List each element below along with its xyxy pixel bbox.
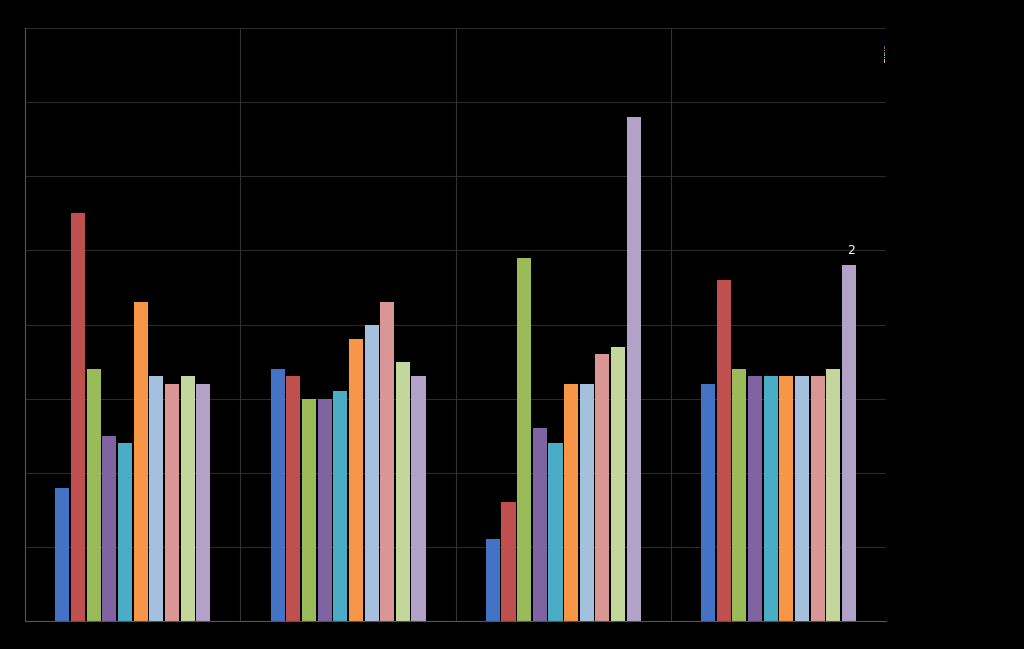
Bar [502, 502, 515, 621]
Bar [87, 369, 100, 621]
Bar [549, 443, 562, 621]
Bar [287, 376, 300, 621]
Bar [517, 258, 531, 621]
Bar [134, 302, 147, 621]
Bar [165, 384, 179, 621]
Bar [627, 117, 641, 621]
Bar [811, 376, 824, 621]
Bar [611, 347, 625, 621]
Bar [564, 384, 579, 621]
Bar [365, 324, 379, 621]
Bar [333, 391, 347, 621]
Bar [412, 376, 426, 621]
Bar [197, 384, 210, 621]
Bar [764, 376, 777, 621]
Bar [118, 443, 132, 621]
Bar [842, 265, 856, 621]
Bar [779, 376, 794, 621]
Bar [71, 214, 85, 621]
Bar [349, 339, 362, 621]
Bar [532, 428, 547, 621]
Bar [302, 398, 316, 621]
Bar [150, 376, 164, 621]
Bar [396, 361, 410, 621]
Bar [270, 369, 285, 621]
Bar [795, 376, 809, 621]
Bar [102, 435, 117, 621]
Bar [317, 398, 332, 621]
Bar [55, 487, 70, 621]
Bar [717, 280, 731, 621]
Bar [485, 539, 500, 621]
Bar [732, 369, 746, 621]
Text: 2: 2 [847, 244, 855, 257]
Bar [180, 376, 195, 621]
Bar [380, 302, 394, 621]
Bar [580, 384, 594, 621]
Legend: , , , , , , , , , : , , , , , , , , , [884, 47, 886, 63]
Bar [701, 384, 715, 621]
Bar [595, 354, 609, 621]
Bar [748, 376, 762, 621]
Bar [826, 369, 841, 621]
